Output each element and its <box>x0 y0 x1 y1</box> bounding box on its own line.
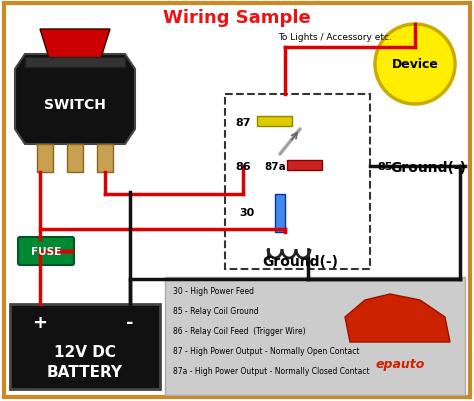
Polygon shape <box>15 55 135 145</box>
Text: SWITCH: SWITCH <box>44 98 106 112</box>
Text: 30: 30 <box>239 207 255 217</box>
Text: 30 - High Power Feed: 30 - High Power Feed <box>173 287 254 296</box>
Bar <box>37 145 53 172</box>
Bar <box>257 117 292 127</box>
Text: 87 - High Power Output - Normally Open Contact: 87 - High Power Output - Normally Open C… <box>173 346 359 356</box>
Polygon shape <box>40 30 110 62</box>
Text: -: - <box>126 313 134 331</box>
Text: 87a - High Power Output - Normally Closed Contact: 87a - High Power Output - Normally Close… <box>173 367 370 376</box>
Bar <box>25 58 125 68</box>
Text: Device: Device <box>392 59 438 71</box>
Bar <box>225 95 370 269</box>
Bar <box>10 304 160 389</box>
Bar <box>97 145 113 172</box>
FancyBboxPatch shape <box>18 237 74 265</box>
Text: 86 - Relay Coil Feed  (Trigger Wire): 86 - Relay Coil Feed (Trigger Wire) <box>173 327 306 336</box>
Text: epauto: epauto <box>375 358 425 371</box>
Bar <box>67 145 83 172</box>
Text: 87: 87 <box>235 118 251 128</box>
Text: +: + <box>33 313 47 331</box>
Bar <box>165 277 465 395</box>
Text: BATTERY: BATTERY <box>47 365 123 380</box>
Circle shape <box>375 25 455 105</box>
Text: 85: 85 <box>377 162 392 172</box>
Polygon shape <box>345 294 450 342</box>
Bar <box>275 194 285 233</box>
Text: Ground(-): Ground(-) <box>262 254 338 268</box>
Text: 85 - Relay Coil Ground: 85 - Relay Coil Ground <box>173 307 259 316</box>
Text: FUSE: FUSE <box>31 246 61 256</box>
Text: 86: 86 <box>235 162 251 172</box>
Text: 87a: 87a <box>264 162 286 172</box>
Text: Ground(-): Ground(-) <box>390 160 466 174</box>
Bar <box>287 160 322 170</box>
Text: To Lights / Accessory etc.: To Lights / Accessory etc. <box>278 33 392 43</box>
Text: 12V DC: 12V DC <box>54 344 116 360</box>
Text: Wiring Sample: Wiring Sample <box>163 9 311 27</box>
